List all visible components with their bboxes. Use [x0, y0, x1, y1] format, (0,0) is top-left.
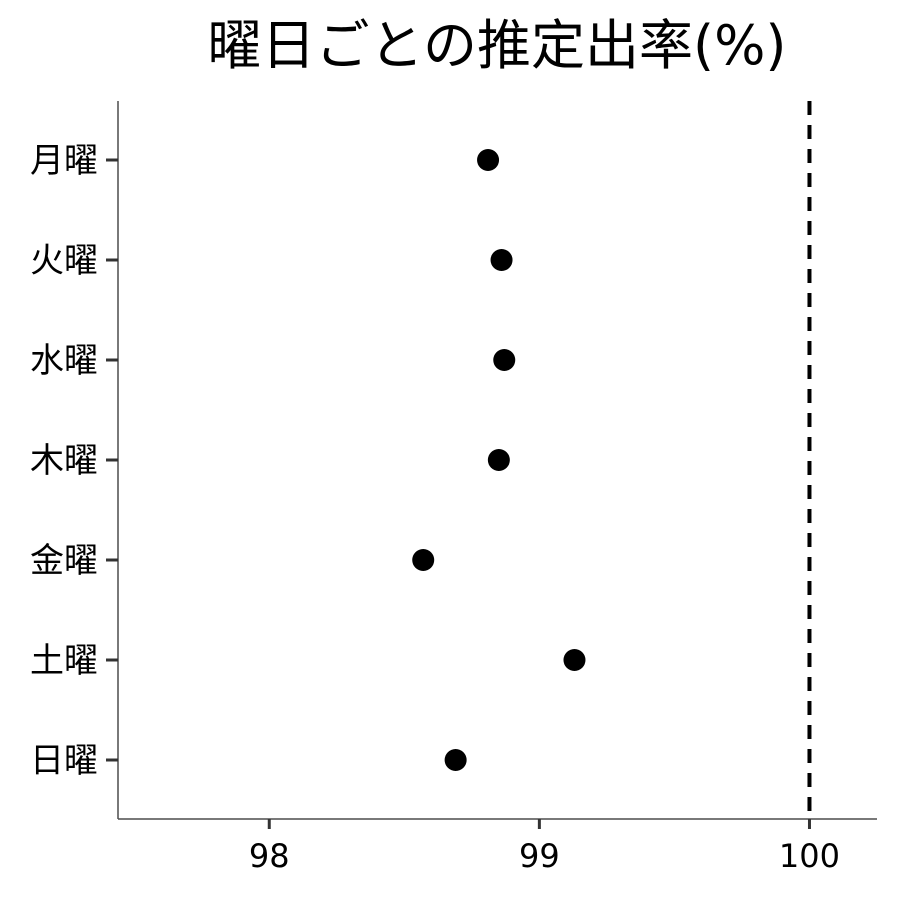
data-point: [487, 449, 510, 471]
y-tick-label: 火曜: [30, 241, 98, 281]
y-tick-label: 金曜: [30, 541, 98, 581]
data-point: [444, 749, 467, 771]
y-tick-label: 日曜: [30, 741, 98, 781]
data-point: [563, 649, 586, 671]
data-point: [493, 349, 516, 371]
chart-title: 曜日ごとの推定出率(%): [208, 14, 787, 77]
data-point: [412, 549, 435, 571]
data-point: [490, 249, 513, 271]
y-tick-label: 木曜: [30, 441, 98, 481]
data-point: [477, 149, 500, 171]
y-tick-label: 月曜: [30, 141, 98, 181]
x-tick-label: 100: [779, 837, 840, 875]
y-tick-label: 土曜: [30, 641, 98, 681]
y-tick-label: 水曜: [30, 341, 98, 381]
x-tick-label: 99: [519, 837, 560, 875]
x-tick-label: 98: [249, 837, 290, 875]
